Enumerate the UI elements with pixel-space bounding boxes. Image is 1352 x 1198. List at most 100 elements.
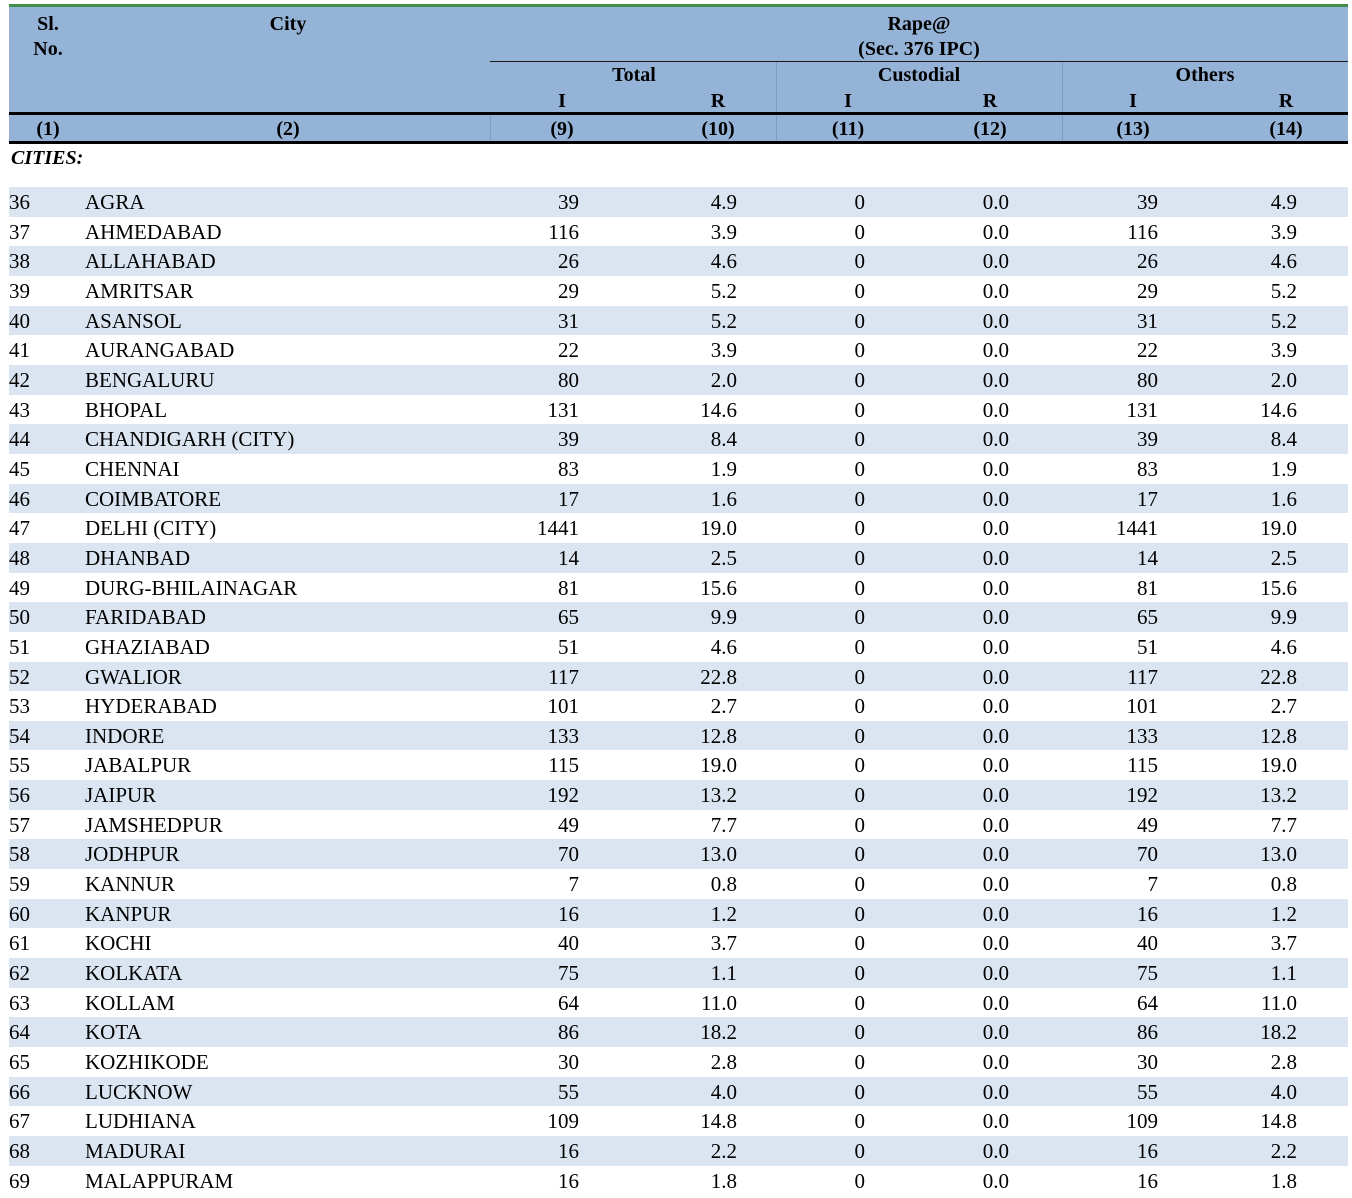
- row-city: JABALPUR: [85, 753, 192, 778]
- row-sl-no: 50: [9, 605, 30, 630]
- row-sl-no: 66: [9, 1079, 30, 1104]
- row-others-r: 3.9: [1270, 219, 1297, 244]
- row-others-i: 65: [1137, 605, 1158, 630]
- row-others-r: 3.9: [1270, 338, 1297, 363]
- row-city: FARIDABAD: [85, 605, 206, 630]
- row-city: GHAZIABAD: [85, 634, 210, 659]
- row-others-i: 83: [1137, 456, 1158, 481]
- row-city: AGRA: [85, 190, 145, 214]
- header-rule: [9, 112, 1348, 115]
- row-others-i: 133: [1126, 723, 1159, 748]
- row-others-i: 22: [1137, 338, 1158, 363]
- row-custodial-r: 0.0: [982, 753, 1009, 778]
- row-total-r: 8.4: [710, 427, 737, 452]
- row-custodial-r: 0.0: [982, 961, 1009, 986]
- row-custodial-r: 0.0: [982, 664, 1009, 689]
- row-sl-no: 36: [9, 190, 30, 214]
- row-total-i: 133: [547, 723, 580, 748]
- row-city: DHANBAD: [85, 545, 190, 570]
- table-row: 41 AURANGABAD 22 3.9 0 0.0 22 3.9: [9, 335, 1348, 365]
- row-others-r: 13.0: [1260, 842, 1297, 867]
- row-others-r: 1.8: [1270, 1168, 1297, 1193]
- header-crime: Rape@: [887, 13, 951, 35]
- row-total-r: 3.9: [710, 219, 737, 244]
- row-custodial-r: 0.0: [982, 1109, 1009, 1134]
- row-sl-no: 67: [9, 1109, 30, 1134]
- row-others-i: 109: [1126, 1109, 1159, 1134]
- row-others-r: 18.2: [1260, 1020, 1297, 1045]
- row-others-i: 192: [1126, 783, 1159, 808]
- row-sl-no: 60: [9, 901, 30, 926]
- row-others-i: 29: [1137, 278, 1158, 303]
- table-row: 60 KANPUR 16 1.2 0 0.0 16 1.2: [9, 898, 1348, 929]
- row-city: AURANGABAD: [85, 338, 235, 363]
- row-total-r: 1.2: [710, 901, 737, 926]
- row-others-i: 39: [1137, 190, 1158, 214]
- row-sl-no: 57: [9, 812, 30, 837]
- row-total-r: 2.7: [710, 694, 737, 719]
- row-sl-no: 56: [9, 783, 30, 808]
- row-custodial-i: 0: [854, 634, 866, 659]
- row-city: KANNUR: [85, 872, 175, 897]
- row-others-r: 2.7: [1270, 694, 1297, 719]
- row-total-i: 16: [558, 1139, 579, 1163]
- row-custodial-i: 0: [854, 367, 866, 392]
- row-custodial-r: 0.0: [982, 397, 1009, 422]
- table-row: 63 KOLLAM 64 11.0 0 0.0 64 11.0: [9, 988, 1348, 1018]
- row-others-i: 75: [1137, 961, 1158, 986]
- row-custodial-r: 0.0: [982, 456, 1009, 481]
- row-custodial-r: 0.0: [982, 723, 1009, 748]
- row-custodial-r: 0.0: [982, 575, 1009, 600]
- row-custodial-r: 0.0: [982, 367, 1009, 392]
- row-others-r: 2.2: [1270, 1139, 1297, 1163]
- header-city: City: [269, 13, 307, 35]
- row-others-i: 115: [1127, 753, 1158, 778]
- row-custodial-r: 0.0: [982, 190, 1009, 214]
- row-custodial-i: 0: [854, 961, 866, 986]
- row-custodial-r: 0.0: [982, 872, 1009, 897]
- row-city: BHOPAL: [85, 397, 168, 422]
- table-row: 36 AGRA 39 4.9 0 0.0 39 4.9: [9, 187, 1348, 217]
- table-row: 39 AMRITSAR 29 5.2 0 0.0 29 5.2: [9, 276, 1348, 306]
- row-others-i: 1441: [1116, 516, 1158, 541]
- row-others-r: 22.8: [1260, 664, 1297, 689]
- numrow-divider-3: [1062, 115, 1063, 141]
- colnum-12: (12): [973, 118, 1007, 140]
- row-others-r: 8.4: [1270, 427, 1297, 452]
- row-city: AHMEDABAD: [85, 219, 222, 244]
- row-total-r: 4.9: [710, 190, 737, 214]
- row-total-r: 3.9: [710, 338, 737, 363]
- row-city: GWALIOR: [85, 664, 182, 689]
- row-sl-no: 44: [9, 427, 30, 452]
- row-total-i: 39: [558, 427, 579, 452]
- row-total-r: 4.6: [710, 249, 737, 274]
- row-city: JODHPUR: [85, 842, 180, 867]
- row-custodial-i: 0: [854, 249, 866, 274]
- row-others-r: 2.8: [1270, 1050, 1297, 1075]
- row-custodial-i: 0: [854, 1139, 866, 1163]
- header-vdivider-1: [776, 62, 777, 112]
- row-custodial-i: 0: [854, 486, 866, 511]
- row-custodial-r: 0.0: [982, 427, 1009, 452]
- row-sl-no: 43: [9, 397, 30, 422]
- row-sl-no: 39: [9, 278, 30, 303]
- table-row: 43 BHOPAL 131 14.6 0 0.0 131 14.6: [9, 395, 1348, 425]
- row-sl-no: 49: [9, 575, 30, 600]
- row-custodial-r: 0.0: [982, 783, 1009, 808]
- row-sl-no: 68: [9, 1139, 30, 1163]
- row-city: DELHI (CITY): [85, 516, 217, 541]
- row-others-i: 17: [1137, 486, 1158, 511]
- row-total-r: 2.5: [710, 545, 737, 570]
- row-total-i: 80: [558, 367, 579, 392]
- row-custodial-i: 0: [854, 338, 866, 363]
- row-custodial-i: 0: [854, 1079, 866, 1104]
- row-sl-no: 42: [9, 367, 30, 392]
- table-row: 64 KOTA 86 18.2 0 0.0 86 18.2: [9, 1017, 1348, 1048]
- row-others-i: 40: [1137, 931, 1158, 956]
- row-custodial-r: 0.0: [982, 901, 1009, 926]
- row-custodial-i: 0: [854, 278, 866, 303]
- row-custodial-r: 0.0: [982, 931, 1009, 956]
- row-custodial-i: 0: [854, 1050, 866, 1075]
- table-row: 61 KOCHI 40 3.7 0 0.0 40 3.7: [9, 928, 1348, 958]
- row-city: KOTA: [85, 1020, 142, 1045]
